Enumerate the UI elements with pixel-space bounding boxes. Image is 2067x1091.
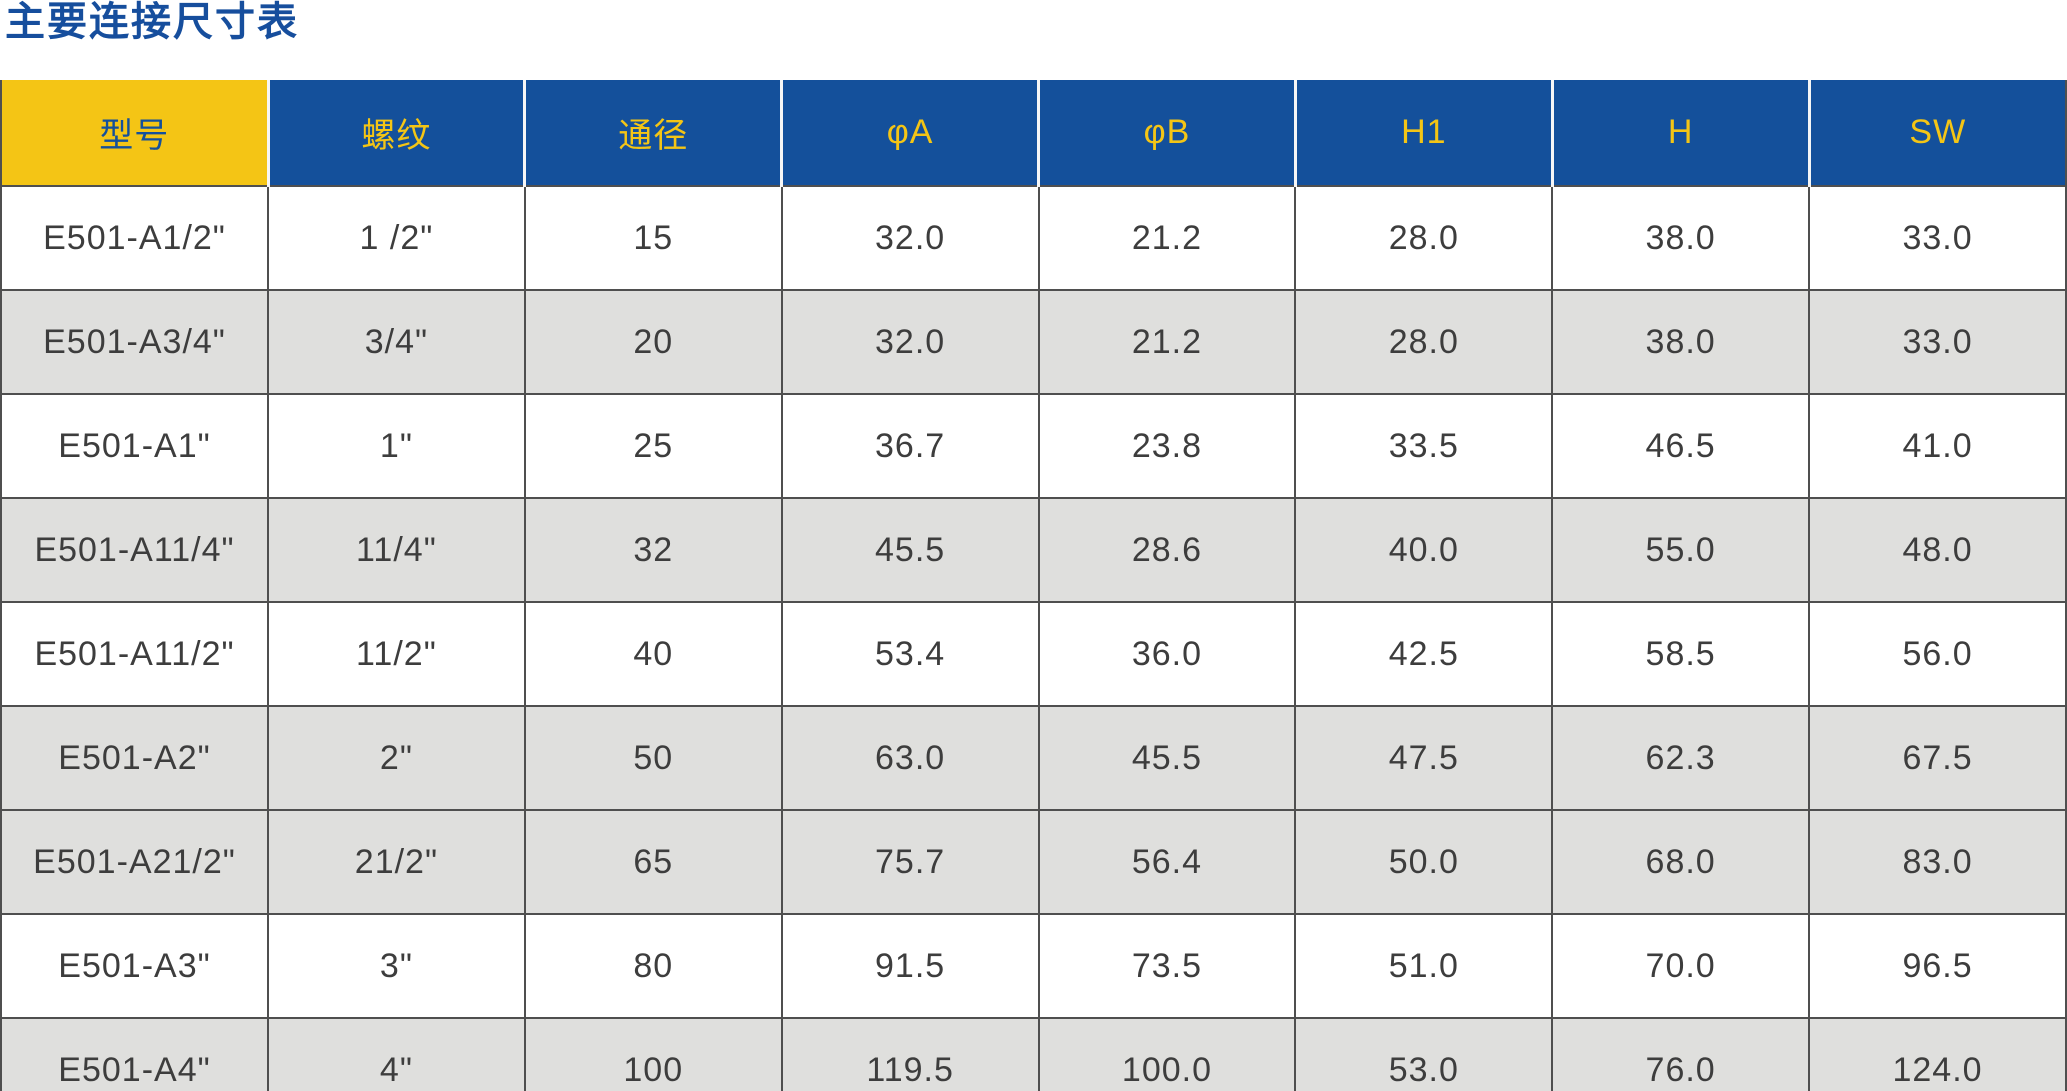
cell: 28.6 xyxy=(1037,497,1297,603)
cell: 96.5 xyxy=(1808,913,2067,1019)
cell: 47.5 xyxy=(1294,705,1554,811)
cell: 62.3 xyxy=(1551,705,1811,811)
table-row: E501-A2" 2" 50 63.0 45.5 47.5 62.3 67.5 xyxy=(0,705,2067,811)
cell: E501-A11/4" xyxy=(0,497,269,603)
cell: 2" xyxy=(267,705,526,811)
cell: 53.4 xyxy=(780,601,1040,707)
table-row: E501-A3/4" 3/4" 20 32.0 21.2 28.0 38.0 33.0 xyxy=(0,289,2067,395)
table-row: E501-A4" 4" 100 119.5 100.0 53.0 76.0 124.0 xyxy=(0,1017,2067,1091)
cell: 3" xyxy=(267,913,526,1019)
cell: 21.2 xyxy=(1037,185,1297,291)
cell: E501-A2" xyxy=(0,705,269,811)
cell: 32.0 xyxy=(780,185,1040,291)
cell: E501-A11/2" xyxy=(0,601,269,707)
column-header-7: SW xyxy=(1807,80,2066,187)
cell: 45.5 xyxy=(780,497,1040,603)
column-header-3: φA xyxy=(780,80,1039,187)
cell: 75.7 xyxy=(780,809,1040,915)
header-row: 型号 螺纹 通径 φA φB H1 H SW xyxy=(1,80,2066,187)
table-row: E501-A1/2" 1 /2" 15 32.0 21.2 28.0 38.0 33.0 xyxy=(0,185,2067,291)
cell: 23.8 xyxy=(1037,393,1297,499)
cell: 48.0 xyxy=(1808,497,2067,603)
cell: 3/4" xyxy=(267,289,526,395)
table-head: 型号 螺纹 通径 φA φB H1 H SW xyxy=(1,80,2066,187)
cell: 70.0 xyxy=(1551,913,1811,1019)
cell: 42.5 xyxy=(1294,601,1554,707)
cell: 21/2" xyxy=(267,809,526,915)
title-bar: 主要连接尺寸表 xyxy=(0,0,2067,80)
cell: 40.0 xyxy=(1294,497,1554,603)
cell: 1 /2" xyxy=(267,185,526,291)
cell: 56.4 xyxy=(1037,809,1297,915)
cell: 36.0 xyxy=(1037,601,1297,707)
cell: 45.5 xyxy=(1037,705,1297,811)
cell: 28.0 xyxy=(1294,289,1554,395)
cell: 53.0 xyxy=(1294,1017,1554,1091)
cell: E501-A4" xyxy=(0,1017,269,1091)
dimensions-table: 型号 螺纹 通径 φA φB H1 H SW E501-A1/2" 1 /2" 15 32.0 21.… xyxy=(0,80,2067,1091)
table-row: E501-A11/4" 11/4" 32 45.5 28.6 40.0 55.0 48.0 xyxy=(0,497,2067,603)
cell: 50.0 xyxy=(1294,809,1554,915)
cell: 28.0 xyxy=(1294,185,1554,291)
cell: 46.5 xyxy=(1551,393,1811,499)
table-body: E501-A1/2" 1 /2" 15 32.0 21.2 28.0 38.0 33.0 E50… xyxy=(0,185,2067,1091)
cell: 4" xyxy=(267,1017,526,1091)
cell: 33.0 xyxy=(1808,185,2067,291)
cell: 38.0 xyxy=(1551,289,1811,395)
cell: 100.0 xyxy=(1037,1017,1297,1091)
cell: 11/4" xyxy=(267,497,526,603)
column-header-1: 螺纹 xyxy=(266,80,525,187)
cell: 32 xyxy=(523,497,783,603)
cell: 20 xyxy=(523,289,783,395)
cell: 11/2" xyxy=(267,601,526,707)
page-title: 主要连接尺寸表 xyxy=(5,0,299,44)
cell: 83.0 xyxy=(1808,809,2067,915)
cell: 33.5 xyxy=(1294,393,1554,499)
table-row: E501-A3" 3" 80 91.5 73.5 51.0 70.0 96.5 xyxy=(0,913,2067,1019)
table-row: E501-A21/2" 21/2" 65 75.7 56.4 50.0 68.0 83.0 xyxy=(0,809,2067,915)
cell: 38.0 xyxy=(1551,185,1811,291)
cell: 56.0 xyxy=(1808,601,2067,707)
table-row: E501-A11/2" 11/2" 40 53.4 36.0 42.5 58.5 56.0 xyxy=(0,601,2067,707)
cell: 1" xyxy=(267,393,526,499)
cell: 33.0 xyxy=(1808,289,2067,395)
cell: 76.0 xyxy=(1551,1017,1811,1091)
cell: 15 xyxy=(523,185,783,291)
cell: 21.2 xyxy=(1037,289,1297,395)
cell: 73.5 xyxy=(1037,913,1297,1019)
cell: 119.5 xyxy=(780,1017,1040,1091)
cell: E501-A1/2" xyxy=(0,185,269,291)
cell: 91.5 xyxy=(780,913,1040,1019)
column-header-0: 型号 xyxy=(1,80,268,187)
cell: 68.0 xyxy=(1551,809,1811,915)
cell: 124.0 xyxy=(1808,1017,2067,1091)
cell: 58.5 xyxy=(1551,601,1811,707)
cell: 67.5 xyxy=(1808,705,2067,811)
column-header-5: H1 xyxy=(1293,80,1553,187)
cell: 100 xyxy=(523,1017,783,1091)
cell: E501-A1" xyxy=(0,393,269,499)
cell: 40 xyxy=(523,601,783,707)
cell: E501-A3" xyxy=(0,913,269,1019)
table-row: E501-A1" 1" 25 36.7 23.8 33.5 46.5 41.0 xyxy=(0,393,2067,499)
cell: 80 xyxy=(523,913,783,1019)
cell: 51.0 xyxy=(1294,913,1554,1019)
cell: 63.0 xyxy=(780,705,1040,811)
cell: 41.0 xyxy=(1808,393,2067,499)
column-header-6: H xyxy=(1550,80,1810,187)
cell: 32.0 xyxy=(780,289,1040,395)
cell: 36.7 xyxy=(780,393,1040,499)
cell: 65 xyxy=(523,809,783,915)
column-header-2: 通径 xyxy=(523,80,782,187)
cell: 50 xyxy=(523,705,783,811)
cell: E501-A3/4" xyxy=(0,289,269,395)
cell: E501-A21/2" xyxy=(0,809,269,915)
cell: 25 xyxy=(523,393,783,499)
column-header-4: φB xyxy=(1037,80,1296,187)
cell: 55.0 xyxy=(1551,497,1811,603)
